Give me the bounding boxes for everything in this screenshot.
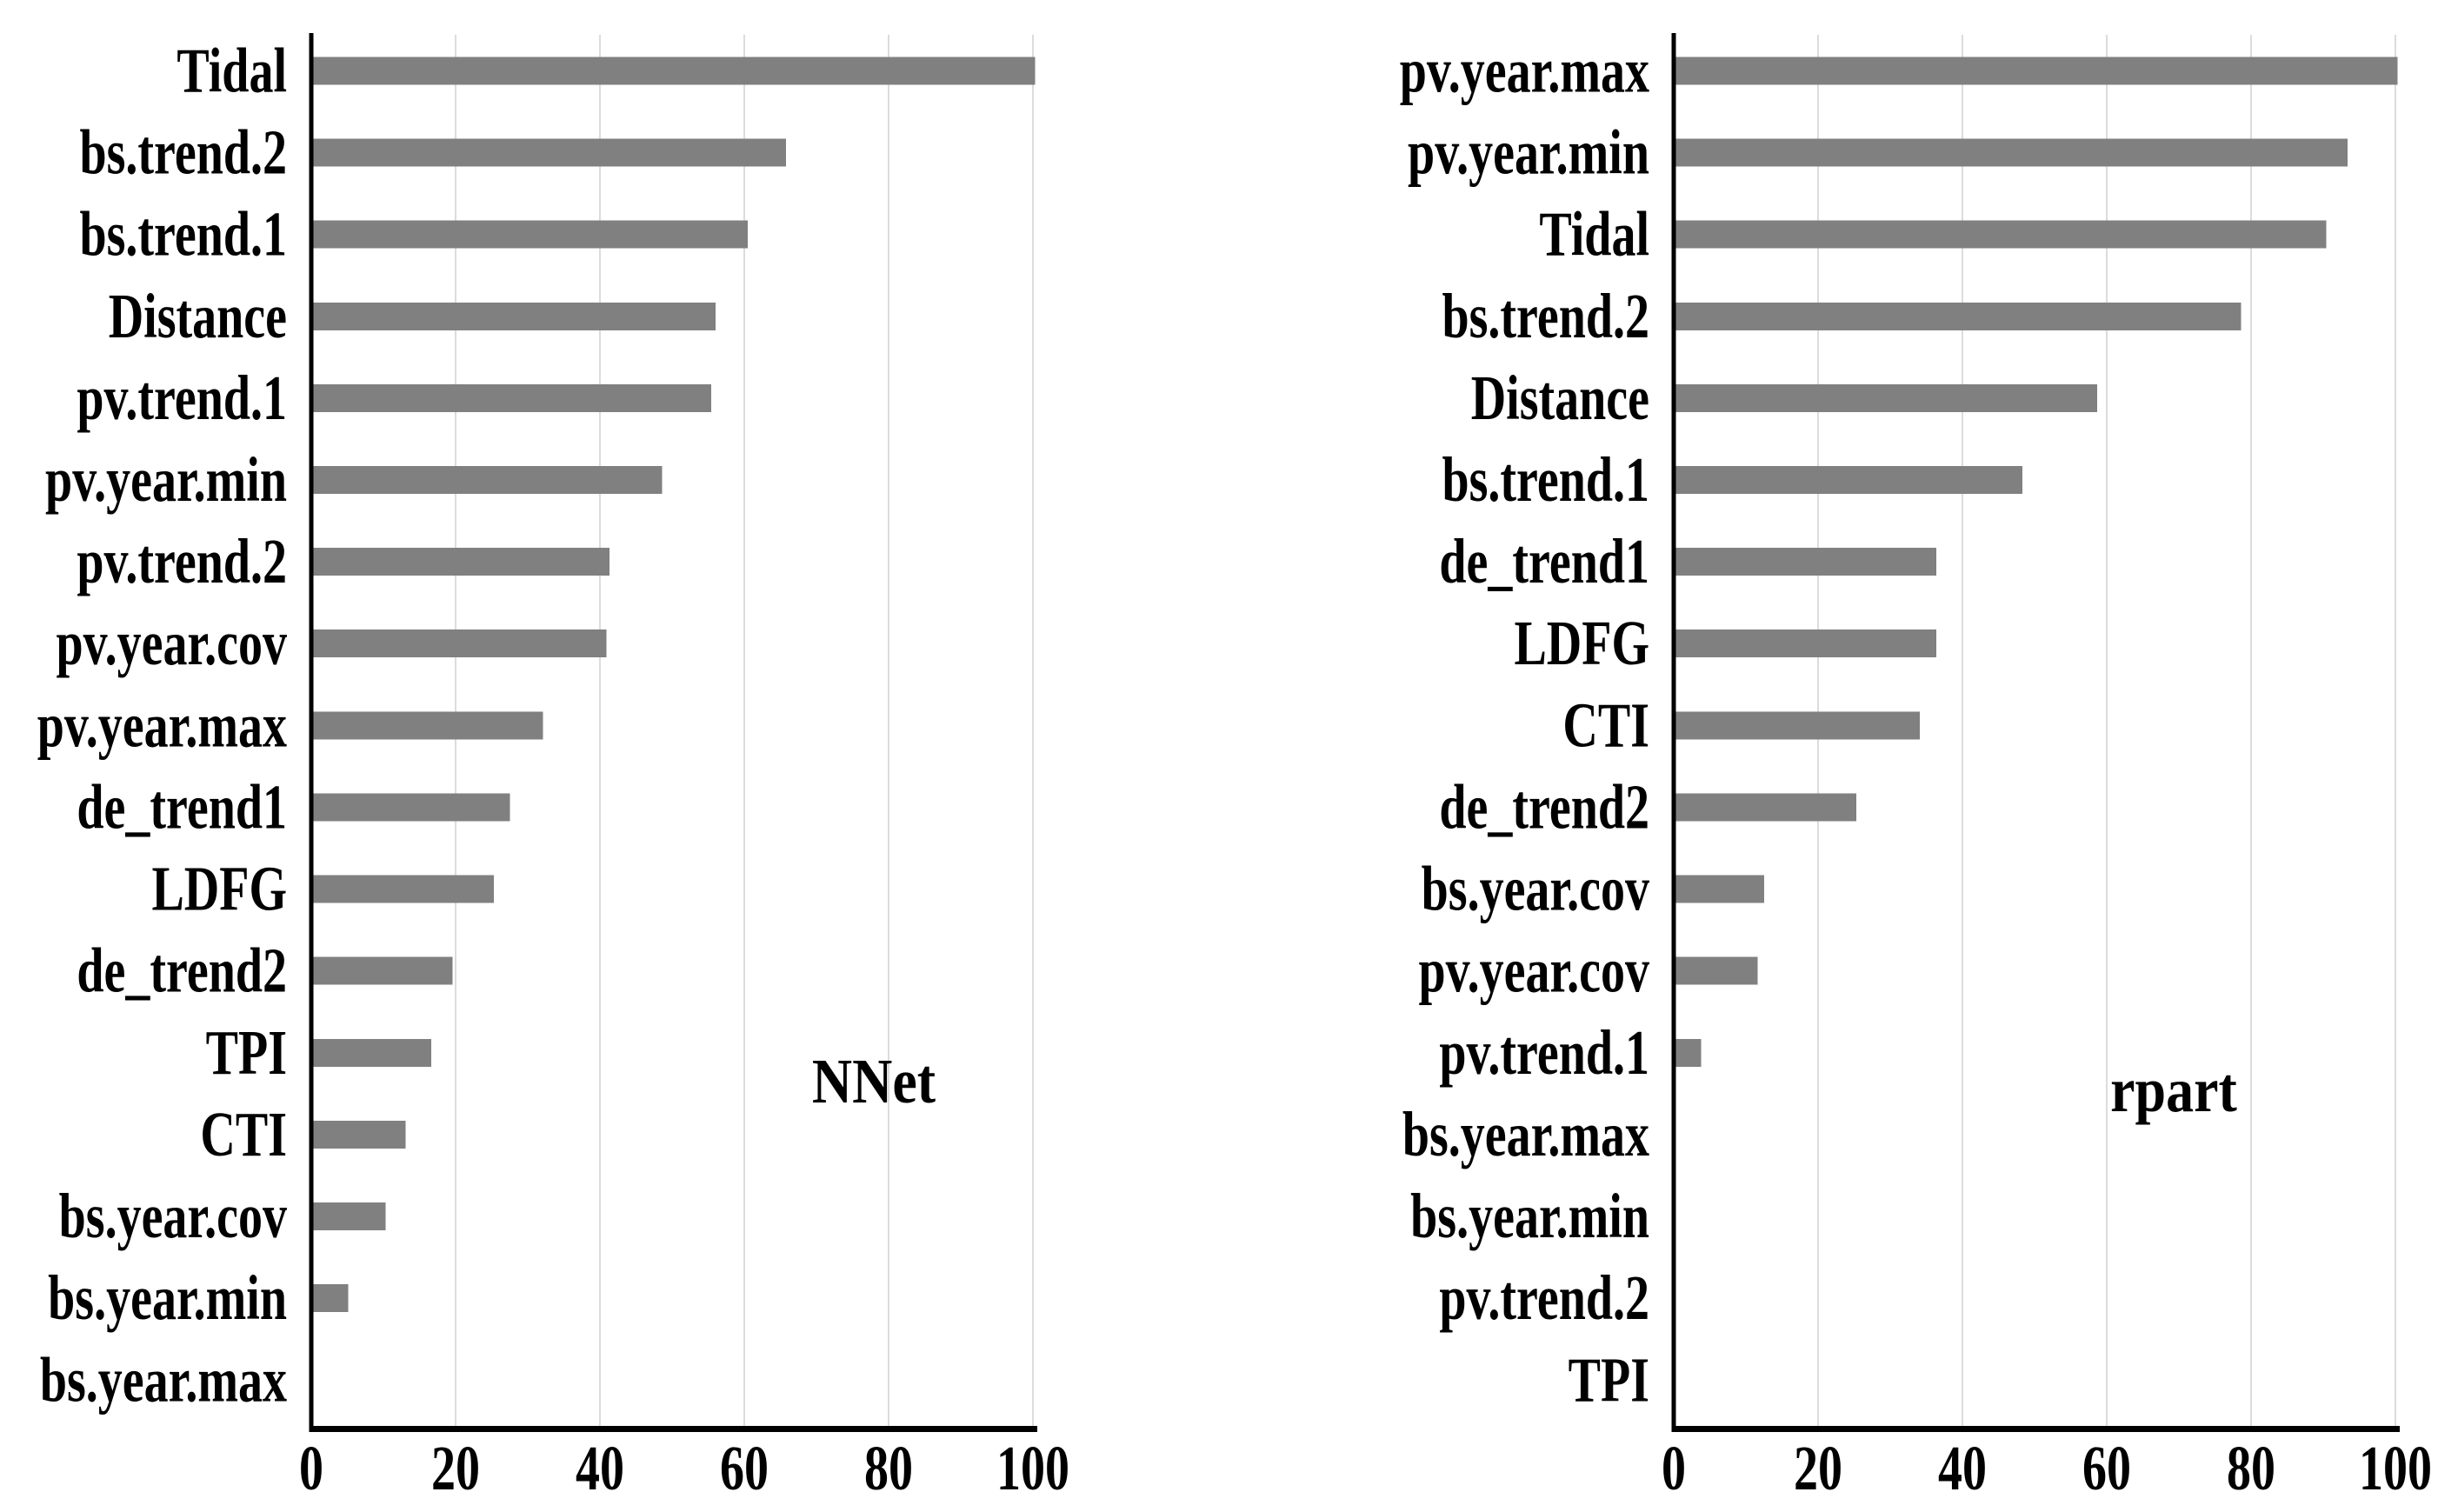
category-label-bs.trend.2: bs.trend.2	[79, 118, 287, 189]
x-tick-label-20: 20	[1794, 1434, 1842, 1504]
category-label-LDFG: LDFG	[1514, 609, 1649, 679]
bar-CTI	[1675, 711, 1921, 740]
x-tick-label-40: 40	[576, 1434, 624, 1504]
category-label-TPI: TPI	[206, 1018, 287, 1089]
category-label-pv.year.max: pv.year.max	[1400, 37, 1650, 107]
category-label-pv.year.min: pv.year.min	[1408, 118, 1649, 189]
category-label-pv.trend.1: pv.trend.1	[1439, 1018, 1649, 1089]
bar-pv.year.max	[1675, 57, 2398, 85]
category-label-bs.trend.1: bs.trend.1	[79, 200, 287, 270]
category-label-pv.year.min: pv.year.min	[45, 445, 287, 516]
category-label-Distance: Distance	[109, 282, 287, 352]
x-tick-label-60: 60	[720, 1434, 769, 1504]
x-tick-label-60: 60	[2082, 1434, 2131, 1504]
category-label-CTI: CTI	[1562, 690, 1649, 761]
chart-title-NNet: NNet	[812, 1046, 936, 1116]
category-label-pv.year.cov: pv.year.cov	[1419, 936, 1650, 1007]
bar-bs.trend.2	[313, 138, 787, 167]
category-label-LDFG: LDFG	[151, 855, 287, 925]
category-label-bs.year.cov: bs.year.cov	[1422, 855, 1650, 925]
category-label-pv.year.max: pv.year.max	[37, 690, 288, 761]
bar-TPI	[313, 1038, 431, 1067]
category-label-Tidal: Tidal	[1539, 200, 1649, 270]
category-label-de_trend2: de_trend2	[77, 936, 287, 1007]
category-label-pv.year.cov: pv.year.cov	[57, 609, 288, 679]
bar-LDFG	[1675, 629, 1937, 658]
bar-pv.year.cov	[1675, 956, 1758, 985]
category-label-TPI: TPI	[1569, 1345, 1649, 1415]
chart-rpart: pv.year.max pv.year.min Tidal bs.trend.2 Dis…	[1400, 33, 2432, 1504]
bar-Tidal	[313, 57, 1036, 85]
bar-bs.trend.1	[1675, 466, 2022, 494]
bar-bs.year.cov	[1675, 875, 1764, 903]
category-label-pv.trend.2: pv.trend.2	[77, 527, 287, 597]
bar-de_trend1	[313, 793, 510, 822]
bar-CTI	[313, 1120, 406, 1149]
chart-NNet: Tidal bs.trend.2 bs.trend.1 Distance pv.tren…	[37, 33, 1069, 1504]
bar-Distance	[1675, 383, 2098, 412]
bar-de_trend1	[1675, 548, 1937, 576]
bar-bs.year.cov	[313, 1202, 386, 1231]
category-label-Tidal: Tidal	[177, 37, 287, 107]
bar-bs.trend.1	[313, 220, 749, 249]
category-label-bs.trend.1: bs.trend.1	[1442, 445, 1649, 516]
bar-pv.trend.1	[1675, 1038, 1702, 1067]
category-label-bs.year.min: bs.year.min	[48, 1263, 287, 1334]
category-label-bs.year.min: bs.year.min	[1410, 1182, 1649, 1252]
x-tick-label-0: 0	[1662, 1434, 1686, 1504]
category-label-de_trend1: de_trend1	[1439, 527, 1649, 597]
bar-LDFG	[313, 875, 494, 903]
x-tick-label-0: 0	[299, 1434, 323, 1504]
category-label-de_trend2: de_trend2	[1439, 773, 1649, 843]
x-tick-label-100: 100	[2359, 1434, 2432, 1504]
category-label-bs.trend.2: bs.trend.2	[1442, 282, 1649, 352]
category-label-pv.trend.1: pv.trend.1	[77, 363, 287, 434]
category-label-bs.year.max: bs.year.max	[1402, 1100, 1650, 1170]
bar-Tidal	[1675, 220, 2327, 249]
x-tick-label-80: 80	[2227, 1434, 2275, 1504]
bar-de_trend2	[1675, 793, 1856, 822]
bar-bs.year.min	[313, 1284, 349, 1313]
category-label-bs.year.cov: bs.year.cov	[59, 1182, 288, 1252]
x-tick-label-80: 80	[864, 1434, 913, 1504]
bar-pv.trend.1	[313, 383, 711, 412]
x-tick-label-40: 40	[1938, 1434, 1987, 1504]
bar-pv.year.cov	[313, 629, 607, 658]
category-label-de_trend1: de_trend1	[77, 773, 287, 843]
x-tick-label-100: 100	[996, 1434, 1069, 1504]
category-label-bs.year.max: bs.year.max	[40, 1345, 288, 1415]
bar-pv.trend.2	[313, 548, 610, 576]
bar-pv.year.min	[313, 466, 663, 494]
category-label-Distance: Distance	[1471, 363, 1649, 434]
bar-de_trend2	[313, 956, 453, 985]
category-label-CTI: CTI	[200, 1100, 287, 1170]
bar-pv.year.max	[313, 711, 543, 740]
category-label-pv.trend.2: pv.trend.2	[1439, 1263, 1649, 1334]
bar-pv.year.min	[1675, 138, 2348, 167]
x-tick-label-20: 20	[431, 1434, 480, 1504]
bar-bs.trend.2	[1675, 302, 2241, 330]
chart-title-rpart: rpart	[2110, 1055, 2237, 1125]
bar-Distance	[313, 302, 716, 330]
